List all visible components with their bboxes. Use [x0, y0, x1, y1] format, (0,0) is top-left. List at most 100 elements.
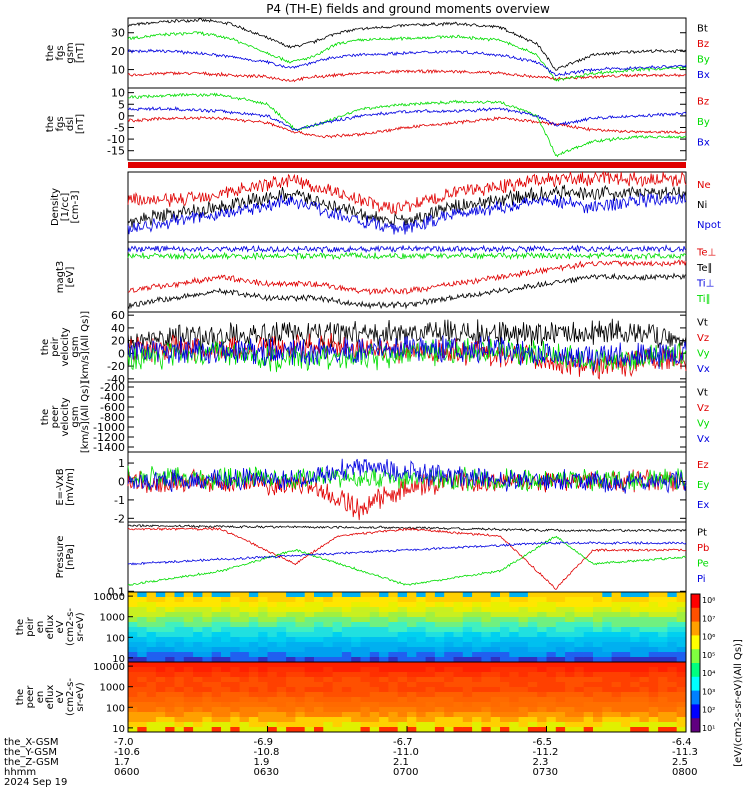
- colorbar-tick-label: 10⁵: [702, 651, 715, 660]
- legend-Vz: Vz: [697, 403, 709, 414]
- spec-cell: [295, 602, 306, 608]
- spec-cell: [128, 647, 138, 653]
- spec-cell: [425, 692, 436, 698]
- spec-cell: [658, 657, 668, 663]
- spec-cell: [658, 597, 668, 603]
- spec-cell: [444, 662, 454, 668]
- spec-cell: [574, 707, 585, 713]
- spec-cell: [248, 662, 259, 668]
- spec-cell: [286, 622, 296, 628]
- spec-cell: [295, 727, 306, 733]
- spec-cell: [332, 622, 343, 628]
- spec-cell: [416, 627, 427, 633]
- spec-cell: [146, 627, 157, 633]
- colorbar-segment: [691, 718, 700, 733]
- spec-cell: [583, 602, 594, 608]
- spec-cell: [183, 717, 194, 723]
- spec-cell: [658, 672, 668, 678]
- spec-cell: [258, 687, 268, 693]
- spec-cell: [444, 727, 454, 733]
- spec-cell: [518, 617, 529, 623]
- spec-cell: [555, 657, 566, 663]
- spec-cell: [341, 617, 352, 623]
- spec-cell: [397, 602, 408, 608]
- spec-cell: [351, 627, 361, 633]
- spec-cell: [611, 667, 622, 673]
- spec-cell: [490, 652, 501, 658]
- spec-cell: [397, 672, 408, 678]
- spec-cell: [276, 662, 287, 668]
- spec-cell: [537, 692, 547, 698]
- spec-cell: [314, 612, 324, 618]
- spec-cell: [546, 647, 557, 653]
- spec-cell: [453, 667, 464, 673]
- spec-cell: [639, 647, 650, 653]
- spec-cell: [230, 682, 241, 688]
- spec-cell: [314, 622, 324, 628]
- spec-cell: [128, 712, 138, 718]
- spec-cell: [574, 612, 585, 618]
- spec-cell: [667, 702, 678, 708]
- spec-cell: [620, 592, 631, 598]
- spec-cell: [434, 672, 445, 678]
- spec-cell: [453, 652, 464, 658]
- spec-cell: [295, 687, 306, 693]
- spec-cell: [295, 707, 306, 713]
- spec-cell: [323, 667, 334, 673]
- spec-cell: [360, 677, 371, 683]
- spec-cell: [295, 677, 306, 683]
- spec-cell: [267, 602, 278, 608]
- spec-cell: [239, 717, 250, 723]
- spec-cell: [453, 622, 464, 628]
- legend-Bz: Bz: [697, 39, 709, 50]
- spec-cell: [630, 667, 640, 673]
- spec-cell: [248, 627, 259, 633]
- spec-cell: [369, 657, 380, 663]
- spec-cell: [416, 632, 427, 638]
- spec-cell: [230, 712, 241, 718]
- spec-cell: [258, 632, 268, 638]
- spec-cell: [267, 722, 278, 728]
- spec-cell: [183, 602, 194, 608]
- spec-cell: [434, 662, 445, 668]
- spec-cell: [202, 692, 213, 698]
- spec-cell: [602, 632, 613, 638]
- spec-cell: [286, 672, 296, 678]
- spec-cell: [425, 662, 436, 668]
- spec-cell: [444, 702, 454, 708]
- spec-cell: [416, 617, 427, 623]
- spec-cell: [369, 702, 380, 708]
- spec-cell: [620, 652, 631, 658]
- spec-cell: [425, 677, 436, 683]
- spec-cell: [481, 677, 492, 683]
- y-tick-label: 10: [112, 724, 125, 735]
- spec-cell: [146, 647, 157, 653]
- spec-cell: [472, 672, 482, 678]
- spec-cell: [453, 692, 464, 698]
- spec-cell: [658, 682, 668, 688]
- spec-cell: [462, 682, 473, 688]
- spec-cell: [630, 602, 640, 608]
- spec-cell: [332, 657, 343, 663]
- y-axis-label: thefgsgsm[nT]: [45, 42, 86, 63]
- spec-cell: [630, 637, 640, 643]
- spec-cell: [434, 697, 445, 703]
- spec-cell: [425, 637, 436, 643]
- spec-cell: [620, 687, 631, 693]
- spec-cell: [388, 657, 399, 663]
- spec-cell: [314, 707, 324, 713]
- spec-cell: [546, 672, 557, 678]
- spec-cell: [155, 592, 166, 598]
- y-axis-label: thefgsdsl[nT]: [45, 114, 86, 134]
- spec-cell: [379, 612, 389, 618]
- spec-cell: [369, 617, 380, 623]
- y-tick-label: -1200: [93, 431, 125, 444]
- spec-cell: [667, 677, 678, 683]
- spec-cell: [481, 727, 492, 733]
- spec-cell: [286, 607, 296, 613]
- spec-cell: [221, 657, 231, 663]
- spec-cell: [490, 662, 501, 668]
- spec-cell: [276, 597, 287, 603]
- spec-cell: [500, 667, 510, 673]
- spec-cell: [183, 657, 194, 663]
